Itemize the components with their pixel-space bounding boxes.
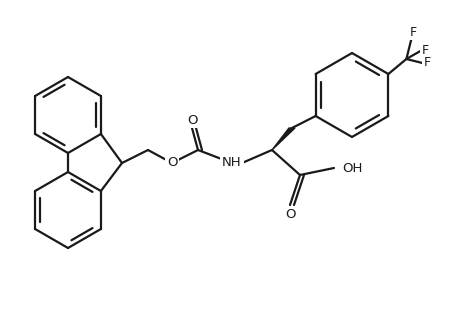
Text: NH: NH [222,157,242,170]
Text: O: O [187,113,197,126]
Text: F: F [422,45,429,57]
Text: O: O [167,157,177,170]
Text: F: F [410,25,417,38]
Text: F: F [424,56,431,69]
Polygon shape [272,128,295,150]
Text: O: O [285,209,295,222]
Text: OH: OH [342,162,362,175]
